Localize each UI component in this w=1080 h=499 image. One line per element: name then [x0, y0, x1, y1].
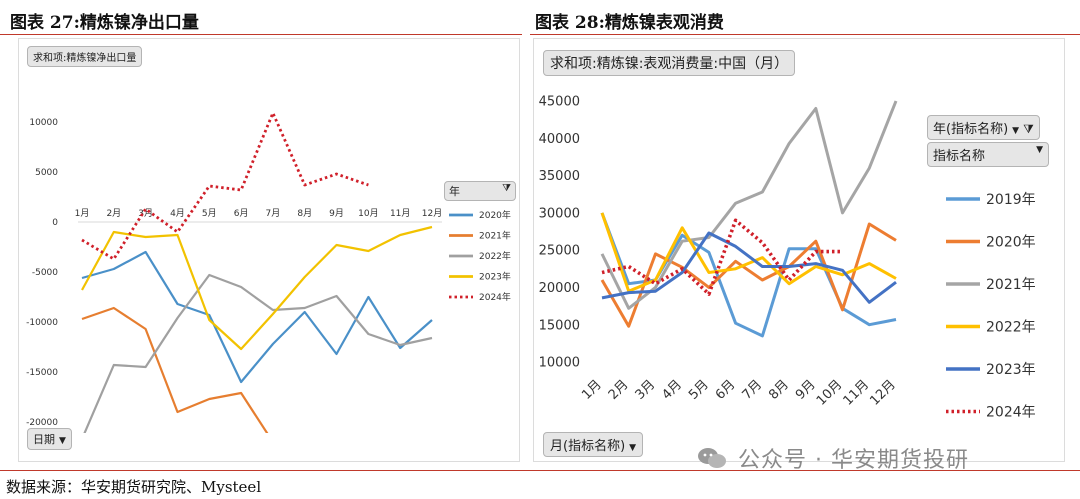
x-tick-label: 1月 — [579, 377, 605, 403]
fig28-month-tag[interactable]: 月(指标名称) ▼ — [543, 432, 644, 457]
y-tick-label: -10000 — [26, 318, 58, 328]
x-tick-label: 7月 — [740, 377, 766, 403]
legend-label: 2021年 — [479, 230, 511, 242]
x-tick-label: 1月 — [75, 208, 90, 219]
y-tick-label: 20000 — [539, 281, 580, 296]
x-tick-label: 4月 — [659, 377, 685, 403]
legend-label: 2023年 — [986, 362, 1036, 378]
series-line-2023年 — [601, 231, 897, 304]
legend-label: 2024年 — [986, 404, 1036, 420]
dropdown-arrow-icon: ▼ — [59, 436, 66, 446]
x-tick-label: 3月 — [138, 208, 153, 219]
x-tick-label: 6月 — [713, 377, 739, 403]
x-tick-label: 2月 — [106, 208, 121, 219]
x-tick-label: 9月 — [329, 208, 344, 219]
series-line-2024年 — [81, 111, 369, 261]
fig28-month-label: 月(指标名称) — [550, 439, 626, 454]
y-tick-label: -15000 — [26, 368, 58, 378]
x-tick-label: 4月 — [170, 208, 185, 219]
y-tick-label: 15000 — [539, 318, 580, 333]
y-tick-label: -5000 — [32, 268, 58, 278]
legend-label: 2019年 — [986, 192, 1036, 208]
legend-label: 2023年 — [479, 271, 511, 283]
dropdown-arrow-icon: ▼ — [1012, 126, 1020, 136]
y-tick-label: 30000 — [539, 206, 580, 221]
fig28-title-rule — [530, 34, 1080, 35]
data-source: 数据来源：华安期货研究院、Mysteel — [6, 478, 262, 496]
x-tick-label: 5月 — [202, 208, 217, 219]
y-tick-label: 5000 — [35, 168, 58, 178]
y-tick-label: -20000 — [26, 418, 58, 428]
wechat-icon — [698, 448, 726, 468]
fig27-title: 图表 27:精炼镍净出口量 — [10, 13, 199, 33]
fig27-field-label: 求和项:精炼镍净出口量 — [33, 53, 137, 64]
fig27-title-rule — [0, 34, 522, 35]
series-line-2022年 — [83, 273, 433, 433]
fig27-date-tag[interactable]: 日期 ▼ — [27, 428, 72, 450]
fig28-title: 图表 28:精炼镍表观消费 — [535, 13, 724, 33]
y-tick-label: 10000 — [29, 118, 58, 128]
fig27-field-tag[interactable]: 求和项:精炼镍净出口量 — [27, 46, 143, 67]
fig27-year-filter[interactable]: 年 ⧩ — [444, 181, 516, 201]
series-line-2020年 — [600, 222, 897, 328]
dropdown-arrow-icon: ▼ — [1036, 145, 1043, 155]
x-tick-label: 2月 — [606, 377, 632, 403]
x-tick-label: 10月 — [358, 208, 378, 219]
x-tick-label: 8月 — [766, 377, 792, 403]
y-tick-label: 10000 — [539, 356, 580, 371]
legend-label: 2020年 — [479, 209, 511, 221]
x-tick-label: 5月 — [686, 377, 712, 403]
series-line-2020年 — [81, 250, 433, 384]
y-tick-label: 40000 — [539, 132, 580, 147]
fig28-field-tag[interactable]: 求和项:精炼镍:表观消费量:中国（月） — [543, 50, 796, 76]
series-line-2022年 — [600, 212, 897, 293]
x-tick-label: 6月 — [234, 208, 249, 219]
y-tick-label: 0 — [52, 218, 58, 228]
x-tick-label: 12月 — [422, 208, 442, 219]
x-tick-label: 7月 — [266, 208, 281, 219]
x-tick-label: 11月 — [841, 377, 872, 408]
y-tick-label: 25000 — [539, 244, 580, 259]
y-tick-label: 35000 — [539, 169, 580, 184]
fig28-year-filter-label: 年(指标名称) — [933, 122, 1009, 137]
legend-label: 2024年 — [479, 291, 511, 303]
watermark: 公众号 · 华安期货投研 — [738, 448, 969, 473]
x-tick-label: 12月 — [867, 377, 898, 408]
fig28-year-filter[interactable]: 年(指标名称) ▼ ⧩ — [927, 115, 1040, 140]
series-line-2021年 — [81, 306, 269, 433]
y-tick-label: 45000 — [539, 95, 580, 110]
legend-label: 2022年 — [986, 319, 1036, 335]
filter-icon: ⧩ — [1023, 122, 1034, 136]
x-tick-label: 8月 — [297, 208, 312, 219]
series-line-2023年 — [81, 225, 433, 351]
legend-label: 2022年 — [479, 250, 511, 262]
x-tick-label: 3月 — [633, 377, 659, 403]
fig27-date-label: 日期 — [33, 433, 55, 446]
legend-label: 2021年 — [986, 277, 1036, 293]
fig28-field-label: 求和项:精炼镍:表观消费量:中国（月） — [550, 56, 789, 72]
x-tick-label: 10月 — [814, 377, 845, 408]
dropdown-arrow-icon: ▼ — [629, 443, 637, 453]
fig28-indicator-filter[interactable]: 指标名称 ▼ — [927, 142, 1049, 167]
filter-icon: ⧩ — [502, 183, 511, 194]
x-tick-label: 11月 — [390, 208, 410, 219]
series-line-2024年 — [601, 218, 843, 296]
footer-rule — [0, 470, 1080, 471]
fig27-year-filter-label: 年 — [449, 185, 460, 198]
fig28-indicator-filter-label: 指标名称 — [933, 149, 986, 164]
legend-label: 2020年 — [986, 234, 1036, 250]
